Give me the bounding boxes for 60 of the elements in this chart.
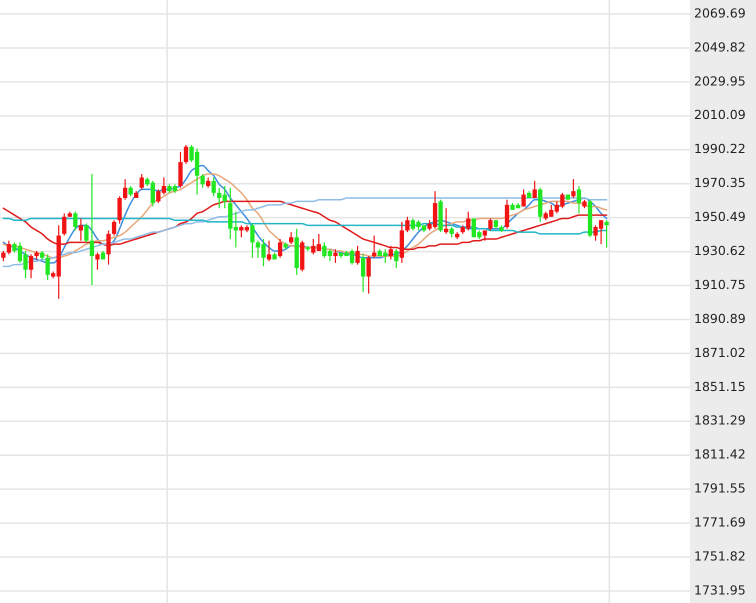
candlestick: [106, 230, 111, 266]
candlestick: [62, 212, 66, 236]
candlestick: [576, 185, 582, 214]
candlestick: [394, 248, 398, 269]
candlestick: [95, 252, 100, 270]
candlestick: [140, 173, 144, 190]
candlestick: [450, 226, 454, 238]
candlestick: [388, 245, 393, 260]
y-tick-label: 1771.69: [694, 514, 746, 530]
candlestick: [1, 250, 6, 262]
candlestick: [278, 238, 282, 258]
candlestick: [117, 196, 122, 224]
candlestick: [28, 254, 34, 279]
y-tick-label: 1851.15: [694, 378, 746, 394]
candlestick: [488, 218, 493, 232]
candlestick: [405, 216, 410, 233]
y-tick-label: 1890.89: [694, 310, 746, 326]
y-tick-label: 1751.82: [694, 548, 746, 564]
candlestick: [521, 188, 526, 208]
candlestick: [90, 173, 94, 286]
candlestick: [604, 220, 609, 248]
candlestick: [84, 223, 89, 243]
y-tick-label: 1811.42: [694, 446, 746, 462]
y-tick-label: 1930.62: [694, 243, 746, 258]
candlestick: [200, 173, 205, 188]
y-tick-label: 2049.82: [694, 39, 746, 54]
candlestick: [444, 208, 448, 234]
candlestick: [45, 254, 50, 281]
candlestick: [184, 144, 188, 164]
candlestick: [6, 240, 12, 255]
candlestick: [112, 220, 116, 236]
candlestick: [128, 185, 133, 197]
candlestick: [333, 248, 338, 264]
candlestick: [250, 223, 255, 258]
y-tick-label: 1970.35: [694, 175, 746, 190]
candlestick: [289, 232, 294, 245]
y-tick-label: 2069.69: [694, 5, 746, 20]
candlestick: [366, 255, 371, 294]
y-tick-label: 1871.02: [694, 344, 746, 360]
y-tick-label: 1990.22: [694, 141, 746, 156]
candlestick: [78, 218, 84, 242]
y-tick-label: 1910.75: [694, 276, 746, 292]
candlestick: [355, 245, 360, 266]
candlestick: [360, 254, 366, 293]
y-tick-label: 1791.55: [694, 480, 746, 496]
candlestick: [372, 234, 376, 258]
candlestick: [206, 176, 210, 188]
candlestick: [571, 178, 576, 199]
candlestick: [266, 240, 272, 262]
y-tick-label: 1831.29: [694, 412, 746, 428]
y-tick-label: 2010.09: [694, 107, 746, 122]
candlestick: [122, 178, 128, 200]
candlestick: [212, 176, 216, 197]
candlestick: [532, 180, 537, 199]
y-tick-label: 2029.95: [694, 73, 746, 88]
candlestick: [178, 151, 183, 188]
y-tick-label: 1731.95: [694, 582, 746, 598]
candlestick: [73, 211, 78, 232]
y-tick-label: 1950.49: [694, 209, 746, 224]
candlestick: [504, 199, 510, 230]
